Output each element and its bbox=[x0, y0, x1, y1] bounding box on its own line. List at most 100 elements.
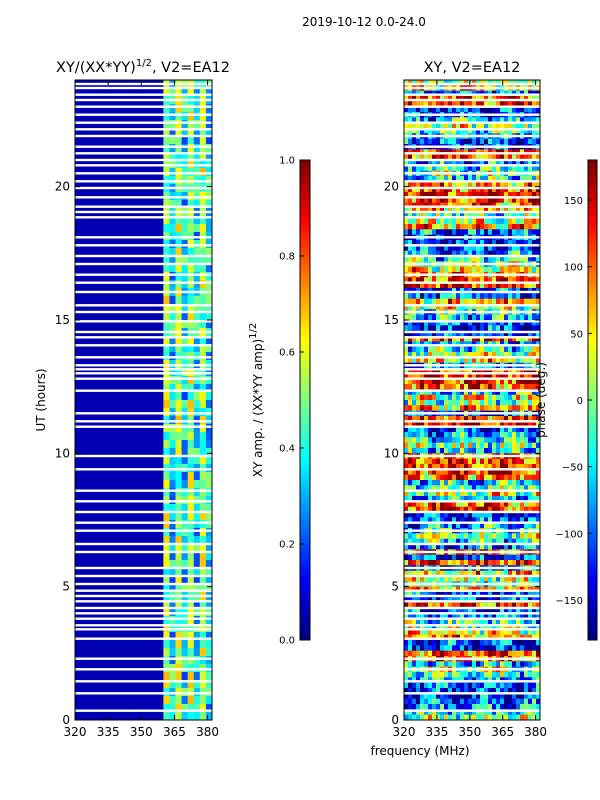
phase-cell bbox=[428, 602, 433, 609]
phase-cell bbox=[420, 602, 425, 609]
phase-cell bbox=[460, 576, 465, 582]
phase-cell bbox=[516, 154, 521, 161]
phase-cell bbox=[460, 197, 465, 203]
phase-cell bbox=[444, 394, 449, 401]
phase-cell bbox=[440, 394, 445, 401]
amplitude-cell bbox=[187, 480, 195, 489]
phase-cell bbox=[420, 682, 425, 689]
phase-cell bbox=[520, 325, 525, 331]
phase-cell bbox=[476, 613, 481, 619]
phase-cell bbox=[464, 245, 469, 251]
amplitude-cell bbox=[169, 136, 177, 145]
phase-cell bbox=[460, 682, 465, 689]
phase-cell bbox=[424, 490, 429, 497]
phase-cell bbox=[412, 698, 417, 705]
phase-cell bbox=[508, 117, 513, 123]
phase-cell bbox=[516, 405, 521, 411]
amplitude-cell bbox=[169, 384, 177, 393]
amplitude-cell bbox=[205, 392, 213, 401]
phase-cell bbox=[500, 442, 505, 449]
phase-cell bbox=[420, 186, 425, 193]
gap-row bbox=[404, 668, 540, 671]
phase-cell bbox=[468, 688, 473, 694]
amplitude-cell bbox=[163, 376, 170, 385]
phase-cell bbox=[496, 485, 501, 491]
phase-cell bbox=[488, 714, 493, 721]
amplitude-cell bbox=[193, 400, 201, 409]
phase-cell bbox=[468, 245, 473, 251]
phase-cell bbox=[520, 437, 525, 443]
amplitude-cell bbox=[193, 424, 201, 433]
phase-cell bbox=[460, 474, 465, 481]
phase-cell bbox=[480, 101, 485, 107]
phase-cell bbox=[512, 138, 517, 145]
phase-cell bbox=[472, 416, 477, 422]
phase-cell bbox=[464, 320, 469, 326]
gap-row bbox=[404, 489, 540, 492]
phase-cell bbox=[412, 693, 417, 699]
phase-cell bbox=[480, 640, 485, 646]
phase-cell bbox=[428, 117, 433, 123]
phase-cell bbox=[408, 154, 413, 161]
phase-cell bbox=[488, 240, 493, 246]
phase-cell bbox=[436, 325, 441, 331]
phase-cell bbox=[516, 266, 521, 273]
phase-cell bbox=[512, 336, 517, 342]
phase-cell bbox=[452, 512, 457, 518]
phase-cell bbox=[528, 522, 533, 529]
amplitude-cell bbox=[193, 144, 201, 153]
phase-cell bbox=[484, 608, 489, 614]
amplitude-cell bbox=[169, 376, 177, 385]
phase-cell bbox=[520, 330, 525, 337]
phase-cell bbox=[532, 688, 537, 694]
phase-cell bbox=[420, 357, 425, 363]
phase-cell bbox=[424, 714, 429, 721]
phase-cell bbox=[532, 421, 537, 427]
phase-cell bbox=[464, 709, 469, 715]
phase-cell bbox=[532, 357, 537, 363]
gap-row bbox=[404, 566, 540, 570]
phase-cell bbox=[440, 336, 445, 342]
phase-cell bbox=[464, 122, 469, 129]
phase-cell bbox=[412, 554, 417, 561]
phase-cell bbox=[452, 240, 457, 246]
amplitude-cell bbox=[187, 136, 195, 145]
phase-cell bbox=[480, 250, 485, 257]
phase-cell bbox=[412, 661, 417, 667]
phase-cell bbox=[408, 485, 413, 491]
phase-cell bbox=[456, 197, 461, 203]
gap-row bbox=[75, 172, 212, 175]
phase-cell bbox=[516, 432, 521, 438]
phase-cell bbox=[512, 640, 517, 646]
phase-cell bbox=[456, 400, 461, 406]
phase-cell bbox=[420, 496, 425, 502]
phase-cell bbox=[480, 624, 485, 630]
amplitude-cell bbox=[193, 488, 201, 497]
phase-cell bbox=[408, 624, 413, 630]
phase-cell bbox=[428, 176, 433, 182]
phase-cell bbox=[484, 117, 489, 123]
phase-cell bbox=[444, 293, 449, 299]
colorbar-step bbox=[300, 200, 310, 205]
phase-cell bbox=[404, 506, 409, 513]
phase-cell bbox=[508, 373, 513, 379]
phase-cell bbox=[412, 458, 417, 465]
phase-cell bbox=[416, 464, 421, 470]
phase-cell bbox=[420, 314, 425, 321]
phase-cell bbox=[480, 304, 485, 310]
amplitude-cell bbox=[205, 528, 213, 537]
phase-cell bbox=[520, 266, 525, 273]
amplitude-cell bbox=[163, 656, 170, 665]
phase-cell bbox=[448, 394, 453, 401]
phase-cell bbox=[456, 517, 461, 523]
amplitude-cell bbox=[169, 456, 177, 465]
phase-cell bbox=[516, 106, 521, 113]
amplitude-cell bbox=[181, 520, 189, 529]
phase-cell bbox=[460, 485, 465, 491]
phase-cell bbox=[472, 672, 477, 678]
phase-cell bbox=[468, 469, 473, 475]
phase-cell bbox=[496, 266, 501, 273]
panel1-frame bbox=[74, 79, 213, 721]
phase-cell bbox=[524, 304, 529, 310]
phase-cell bbox=[496, 336, 501, 342]
